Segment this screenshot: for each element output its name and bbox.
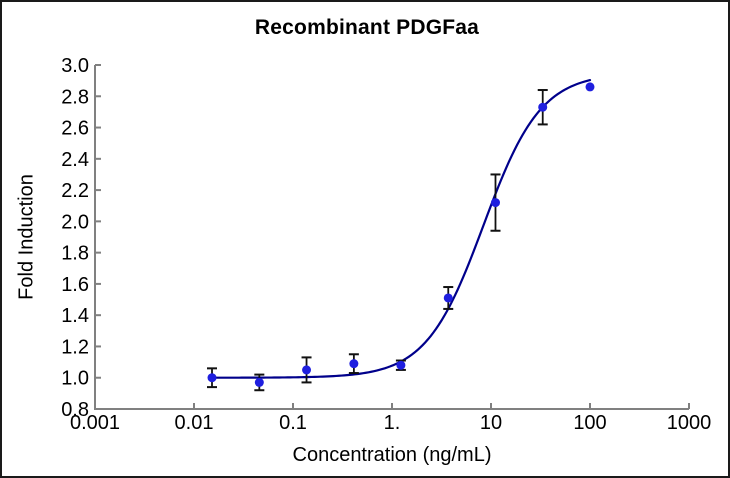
fit-curve-line	[210, 78, 592, 379]
data-point	[585, 82, 595, 92]
x-tick-label: 0.001	[70, 412, 120, 434]
x-tick-label: 100	[573, 412, 606, 434]
y-tick-label: 1.4	[61, 305, 89, 327]
y-tick-label: 2.2	[61, 180, 89, 202]
y-tick-label: 1.6	[61, 274, 89, 296]
data-point	[538, 102, 548, 112]
x-tick-label: 10	[480, 412, 502, 434]
y-tick-label: 0.8	[61, 399, 89, 421]
data-point	[396, 360, 406, 370]
y-tick-label: 1.8	[61, 243, 89, 265]
x-tick-label: 0.1	[279, 412, 307, 434]
x-tick-label: 0.01	[175, 412, 214, 434]
y-tick-label: 2.0	[61, 211, 89, 233]
chart-title: Recombinant PDGFaa	[254, 16, 480, 39]
y-tick-label: 1.2	[61, 336, 89, 358]
data-point	[207, 373, 217, 383]
axes-lines	[94, 65, 689, 410]
data-point	[490, 198, 500, 208]
y-tick-label: 1.0	[61, 368, 89, 390]
y-tick-label: 2.6	[61, 118, 89, 140]
x-tick-label: 1.	[384, 412, 401, 434]
y-tick-label: 3.0	[61, 55, 89, 77]
y-tick-label: 2.4	[61, 149, 89, 171]
y-tick-label: 2.8	[61, 86, 89, 108]
data-point	[302, 365, 312, 375]
data-point	[443, 293, 453, 303]
data-point	[254, 377, 264, 387]
y-axis-title: Fold Induction	[15, 174, 38, 300]
x-axis-title: Concentration (ng/mL)	[292, 444, 492, 466]
data-point	[349, 359, 359, 369]
x-tick-label: 1000	[667, 412, 712, 434]
